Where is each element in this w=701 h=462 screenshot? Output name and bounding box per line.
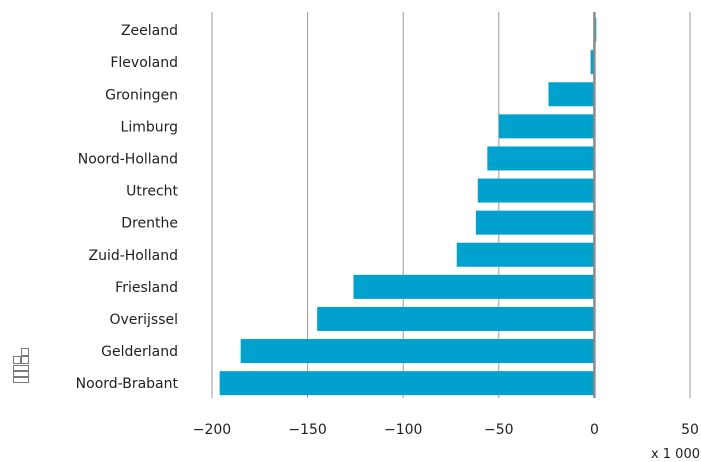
bar [317, 306, 595, 331]
bar [219, 371, 595, 396]
x-tick-label: 0 [590, 422, 599, 438]
bar [548, 82, 595, 107]
x-tick-label: 50 [681, 422, 699, 438]
bar [590, 50, 595, 75]
category-label: Friesland [115, 280, 178, 296]
x-axis-unit-label: x 1 000 [651, 447, 700, 462]
bar [475, 210, 595, 235]
category-label: Zuid-Holland [88, 248, 178, 264]
cbs-logo-icon [13, 348, 29, 383]
category-label: Flevoland [110, 55, 178, 71]
bar [456, 242, 595, 267]
category-label: Overijssel [109, 312, 178, 328]
bar [353, 274, 595, 299]
bar [240, 339, 595, 364]
category-labels: Zeeland Flevoland Groningen Limburg Noord-Ho… [76, 23, 179, 392]
category-label: Drenthe [121, 216, 178, 232]
x-tick-labels: −200 −150 −100 −50 0 50 [193, 422, 699, 438]
category-label: Noord-Holland [78, 151, 178, 167]
x-tick-label: −100 [384, 422, 422, 438]
x-tick-label: −150 [288, 422, 326, 438]
category-label: Utrecht [126, 184, 178, 200]
category-label: Groningen [105, 87, 178, 103]
category-label: Gelderland [101, 344, 178, 360]
x-tick-label: −200 [193, 422, 231, 438]
category-label: Noord-Brabant [76, 376, 179, 392]
bar [477, 178, 595, 203]
category-label: Zeeland [121, 23, 178, 39]
bars [219, 18, 597, 396]
bar [498, 114, 595, 139]
category-label: Limburg [121, 119, 178, 135]
bar [487, 146, 595, 171]
x-tick-label: −50 [484, 422, 514, 438]
gridlines [211, 12, 691, 398]
